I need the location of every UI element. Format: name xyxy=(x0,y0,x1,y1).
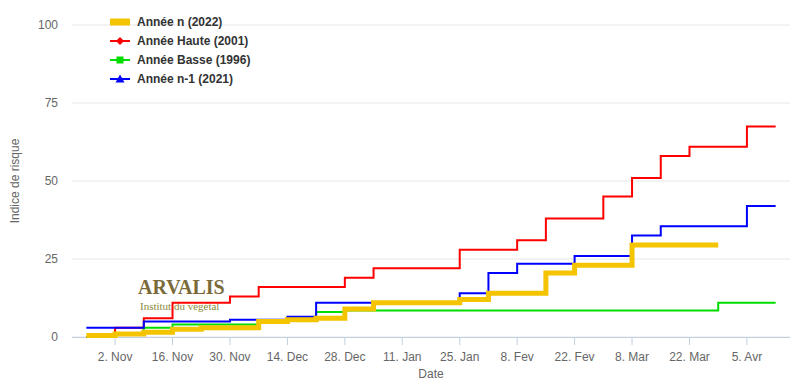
x-tick-label: 8. Mar xyxy=(615,350,649,364)
chart-container: 0 25 50 75 100 2. Nov 16. Nov 30. Nov 14. Dec 28.… xyxy=(0,0,800,384)
legend-label: Année Haute (2001) xyxy=(137,34,248,48)
legend-label: Année n (2022) xyxy=(137,15,222,29)
x-tick-label: 14. Dec xyxy=(267,350,308,364)
series-line xyxy=(86,245,718,335)
x-tick-label: 16. Nov xyxy=(152,350,193,364)
x-tick xyxy=(287,337,288,345)
series-line xyxy=(86,206,775,328)
legend-marker xyxy=(116,37,124,45)
grid-line xyxy=(72,337,790,338)
x-tick xyxy=(115,337,116,345)
legend: Année n (2022) Année Haute (2001) Année Ba… xyxy=(110,15,250,86)
legend-marker xyxy=(117,57,124,64)
x-tick xyxy=(229,337,230,345)
x-tick xyxy=(172,337,173,345)
x-axis-label: Date xyxy=(418,367,444,381)
series-group xyxy=(86,126,775,337)
chart-svg: 0 25 50 75 100 2. Nov 16. Nov 30. Nov 14. Dec 28.… xyxy=(0,0,800,384)
x-tick-label: 25. Jan xyxy=(440,350,479,364)
series-line xyxy=(86,303,775,337)
y-axis-label: Indice de risque xyxy=(8,138,22,223)
grid-line xyxy=(72,181,790,182)
x-tick xyxy=(344,337,345,345)
x-tick xyxy=(517,337,518,345)
x-tick-label: 5. Avr xyxy=(732,350,762,364)
x-tick xyxy=(459,337,460,345)
y-tick-label: 50 xyxy=(45,174,59,188)
legend-swatch xyxy=(110,19,130,26)
grid-line xyxy=(72,259,790,260)
x-tick-label: 22. Mar xyxy=(669,350,710,364)
x-tick-label: 8. Fev xyxy=(500,350,533,364)
y-tick-label: 75 xyxy=(45,96,59,110)
legend-marker xyxy=(116,75,125,83)
legend-label: Année n-1 (2021) xyxy=(137,72,233,86)
x-tick xyxy=(574,337,575,345)
legend-label: Année Basse (1996) xyxy=(137,53,250,67)
x-tick xyxy=(632,337,633,345)
y-tick-label: 25 xyxy=(45,252,59,266)
series-line xyxy=(86,126,775,337)
x-tick-label: 22. Fev xyxy=(555,350,595,364)
x-tick-label: 30. Nov xyxy=(209,350,250,364)
x-tick-label: 2. Nov xyxy=(98,350,133,364)
x-tick-label: 11. Jan xyxy=(383,350,421,364)
grid-line xyxy=(72,103,790,104)
x-axis-line xyxy=(72,337,790,338)
x-tick xyxy=(402,337,403,345)
y-tick-label: 100 xyxy=(38,18,58,32)
annotation: ARVALIS xyxy=(138,276,225,298)
x-tick-label: 28. Dec xyxy=(324,350,365,364)
y-tick-label: 0 xyxy=(51,330,58,344)
x-tick xyxy=(746,337,747,345)
x-tick xyxy=(689,337,690,345)
